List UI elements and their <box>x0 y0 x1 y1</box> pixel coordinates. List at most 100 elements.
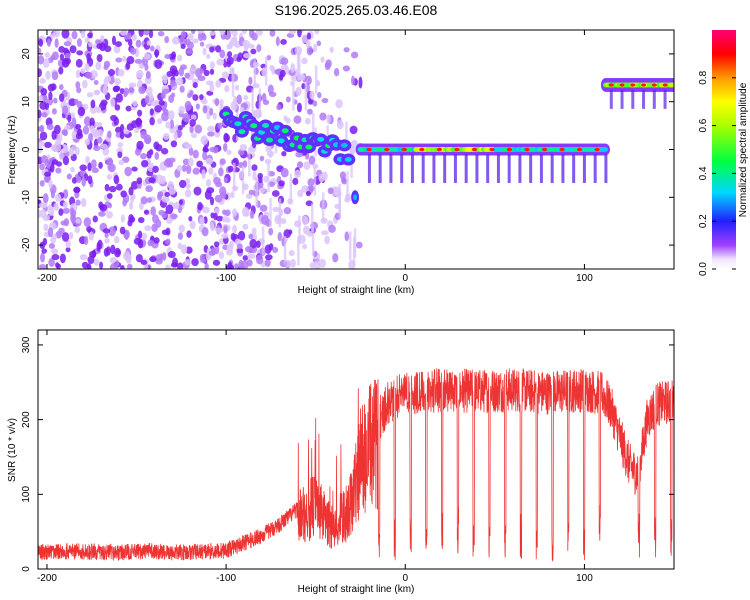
noise-speck <box>256 44 262 53</box>
noise-speck <box>109 256 117 264</box>
noise-speck <box>195 103 200 110</box>
noise-speck <box>117 151 123 159</box>
noise-streak <box>338 183 341 213</box>
noise-speck <box>70 166 75 173</box>
noise-speck <box>148 149 154 156</box>
noise-speck <box>68 98 77 107</box>
noise-speck <box>208 167 214 175</box>
noise-speck <box>149 117 155 126</box>
noise-speck <box>114 247 121 258</box>
noise-speck <box>75 218 81 224</box>
noise-speck <box>318 258 327 268</box>
noise-speck <box>140 130 148 140</box>
noise-speck <box>94 121 103 128</box>
signal-drip <box>572 154 576 183</box>
noise-speck <box>67 114 72 123</box>
noise-speck <box>112 85 120 93</box>
noise-speck <box>58 66 64 75</box>
noise-speck <box>38 47 42 55</box>
noise-speck <box>125 105 132 112</box>
noise-speck <box>103 78 109 88</box>
noise-speck <box>285 96 291 103</box>
noise-speck <box>131 166 138 172</box>
noise-speck <box>255 254 264 265</box>
noise-speck <box>124 166 132 177</box>
noise-speck <box>135 118 143 125</box>
noise-speck <box>214 207 220 215</box>
noise-streak <box>310 203 314 233</box>
noise-speck <box>219 49 226 59</box>
noise-speck <box>350 139 359 149</box>
snr-ytick-label: 0 <box>21 566 32 572</box>
noise-streak <box>346 171 349 200</box>
noise-speck <box>249 210 255 219</box>
noise-speck <box>164 191 171 197</box>
noise-speck <box>161 195 170 203</box>
signal-drip <box>400 154 404 183</box>
noise-speck <box>205 179 212 188</box>
noise-speck <box>190 132 198 138</box>
noise-speck <box>107 130 112 139</box>
noise-speck <box>336 119 344 130</box>
noise-speck <box>75 69 81 79</box>
noise-speck <box>301 34 308 44</box>
noise-speck <box>137 109 143 117</box>
noise-speck <box>341 176 347 184</box>
noise-speck <box>140 152 147 160</box>
noise-speck <box>51 248 59 255</box>
noise-speck <box>224 30 231 40</box>
noise-speck <box>128 213 134 223</box>
noise-streak <box>297 236 300 266</box>
noise-streak <box>289 173 293 203</box>
noise-speck <box>314 30 320 35</box>
noise-speck <box>173 131 178 141</box>
noise-speck <box>321 97 329 104</box>
signal-cell <box>594 147 600 152</box>
noise-speck <box>265 254 273 261</box>
noise-speck <box>93 145 101 152</box>
noise-speck <box>119 88 125 94</box>
noise-speck <box>93 258 100 266</box>
noise-speck <box>87 175 93 185</box>
noise-speck <box>307 178 315 187</box>
noise-speck <box>227 51 233 58</box>
noise-speck <box>262 99 270 106</box>
noise-speck <box>276 104 282 111</box>
signal-cell <box>277 138 285 144</box>
noise-speck <box>228 40 234 49</box>
noise-speck <box>113 235 120 244</box>
noise-speck <box>54 38 59 48</box>
spectrogram-xtick-label: 100 <box>576 273 593 284</box>
noise-speck <box>104 238 110 244</box>
noise-speck <box>320 56 325 63</box>
noise-speck <box>154 152 160 160</box>
noise-speck <box>51 108 57 115</box>
noise-speck <box>48 91 53 101</box>
noise-speck <box>150 100 158 107</box>
noise-speck <box>63 125 71 131</box>
noise-speck <box>202 206 210 214</box>
noise-speck <box>177 232 184 240</box>
noise-speck <box>209 46 215 53</box>
noise-speck <box>93 89 101 95</box>
noise-speck <box>61 57 70 68</box>
noise-speck <box>166 70 173 77</box>
noise-speck <box>290 258 296 268</box>
noise-speck <box>192 94 199 101</box>
noise-streak <box>264 56 268 86</box>
noise-speck <box>138 86 146 94</box>
noise-speck <box>309 90 315 100</box>
noise-speck <box>272 206 281 213</box>
noise-speck <box>197 201 203 211</box>
noise-streak <box>298 215 301 245</box>
noise-speck <box>129 201 134 210</box>
noise-speck <box>38 141 45 147</box>
noise-speck <box>209 30 216 36</box>
noise-speck <box>58 84 64 91</box>
snr-series-line <box>38 368 674 562</box>
noise-speck <box>42 214 50 222</box>
noise-speck <box>102 85 108 96</box>
noise-speck <box>64 52 71 59</box>
signal-cell <box>619 83 625 87</box>
noise-speck <box>355 241 363 249</box>
